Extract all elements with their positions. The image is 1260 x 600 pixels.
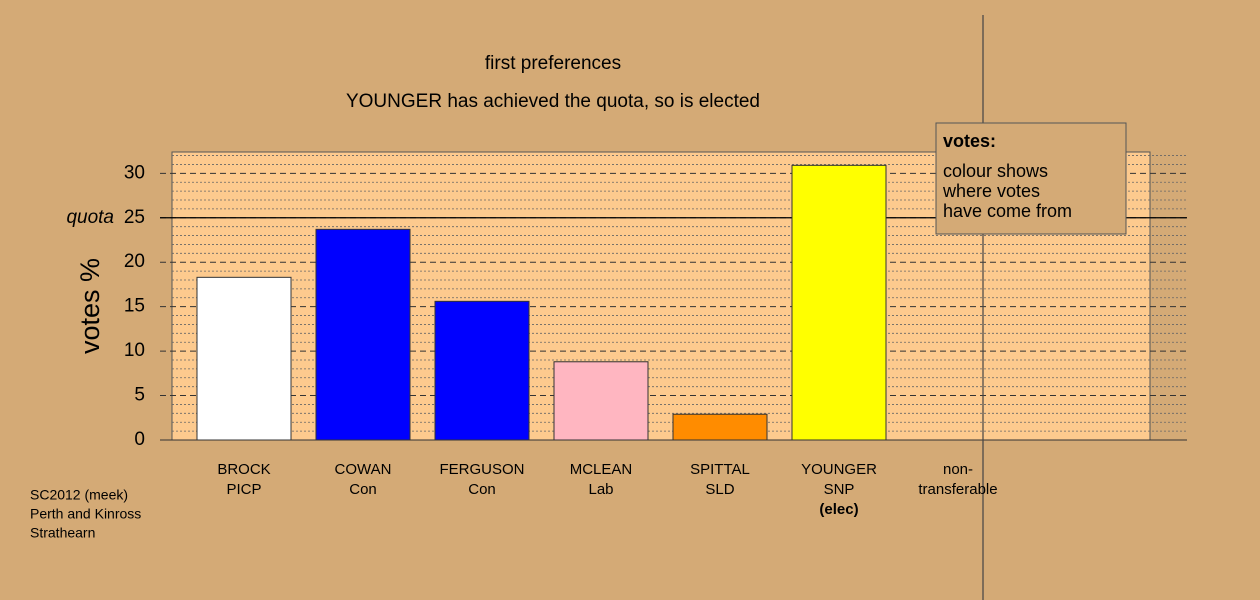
bar bbox=[196, 276, 292, 441]
legend-line: colour shows bbox=[943, 161, 1048, 181]
y-tick-label: 25 bbox=[124, 207, 145, 228]
footer: Perth and Kinross bbox=[30, 506, 141, 522]
x-tick-label: FERGUSON bbox=[439, 461, 524, 478]
legend-box bbox=[935, 122, 1127, 235]
x-tick-label: MCLEAN bbox=[570, 461, 633, 478]
legend-line: have come from bbox=[943, 201, 1072, 221]
y-tick-label: 10 bbox=[124, 340, 145, 361]
x-tick-label: Lab bbox=[588, 481, 613, 498]
legend-line: where votes bbox=[942, 181, 1040, 201]
bars bbox=[196, 164, 887, 441]
bar bbox=[553, 361, 649, 441]
x-tick-label: YOUNGER bbox=[801, 461, 877, 478]
chart-title: first preferences bbox=[485, 53, 621, 74]
y-tick-label: 5 bbox=[134, 385, 145, 406]
x-tick-label: BROCK bbox=[217, 461, 270, 478]
x-tick-label: Con bbox=[349, 481, 377, 498]
x-tick-label: COWAN bbox=[335, 461, 392, 478]
bar bbox=[672, 413, 768, 441]
y-tick-label: 0 bbox=[134, 429, 145, 450]
x-tick-label: transferable bbox=[918, 481, 997, 498]
x-tick-label: non- bbox=[943, 461, 973, 478]
bar bbox=[434, 300, 530, 441]
status-label: (elec) bbox=[819, 501, 858, 518]
quota-label: quota bbox=[66, 207, 114, 228]
bar bbox=[315, 228, 411, 441]
footer: SC2012 (meek) bbox=[30, 487, 128, 503]
x-tick-label: Con bbox=[468, 481, 496, 498]
y-tick-label: 30 bbox=[124, 162, 145, 183]
x-tick-label: SPITTAL bbox=[690, 461, 750, 478]
x-tick-label: SNP bbox=[824, 481, 855, 498]
bar bbox=[791, 164, 887, 441]
x-tick-label: PICP bbox=[226, 481, 261, 498]
y-tick-label: 15 bbox=[124, 296, 145, 317]
legend-title: votes: bbox=[943, 131, 996, 151]
y-tick-label: 20 bbox=[124, 251, 145, 272]
chart-subtitle: YOUNGER has achieved the quota, so is el… bbox=[346, 91, 760, 112]
x-tick-label: SLD bbox=[705, 481, 734, 498]
footer: Strathearn bbox=[30, 525, 95, 541]
y-axis-label: votes % bbox=[75, 258, 105, 354]
